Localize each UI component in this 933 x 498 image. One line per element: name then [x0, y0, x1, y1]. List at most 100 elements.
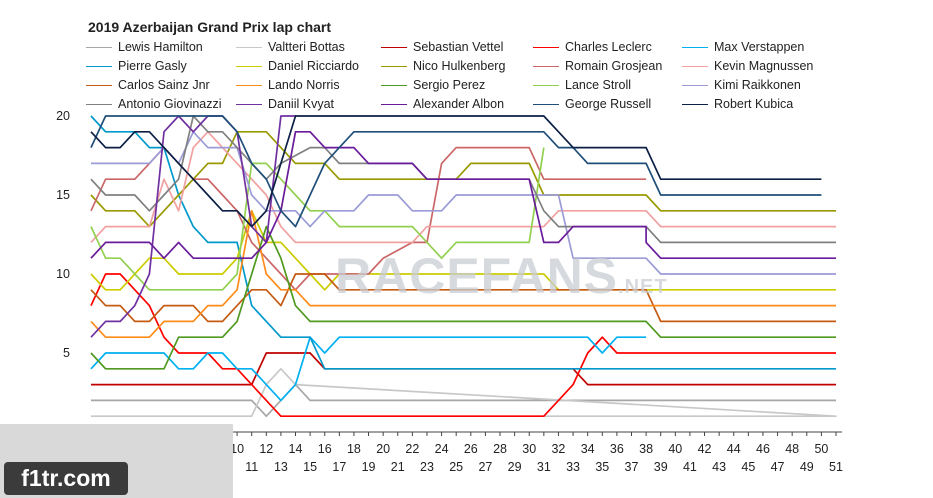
- x-tick-label: 15: [303, 460, 317, 474]
- legend-item: Lando Norris: [236, 76, 340, 94]
- legend-item: Lewis Hamilton: [86, 38, 203, 56]
- legend-item: Lance Stroll: [533, 76, 631, 94]
- x-tick-label: 33: [566, 460, 580, 474]
- legend-swatch: [381, 104, 407, 106]
- legend-swatch: [381, 47, 407, 49]
- x-tick-label: 10: [230, 442, 244, 456]
- legend-label: Romain Grosjean: [565, 59, 663, 73]
- legend-label: Daniel Ricciardo: [268, 59, 360, 73]
- legend-label: Max Verstappen: [714, 40, 805, 54]
- legend-item: George Russell: [533, 95, 651, 113]
- legend-item: Nico Hulkenberg: [381, 57, 505, 75]
- legend-label: Alexander Albon: [413, 97, 505, 111]
- legend-item: Sergio Perez: [381, 76, 485, 94]
- x-tick-label: 25: [449, 460, 463, 474]
- y-tick-label: 15: [56, 188, 70, 202]
- x-tick-label: 37: [625, 460, 639, 474]
- series-line-lando-norris: [90, 209, 836, 339]
- legend-swatch: [381, 66, 407, 68]
- x-tick-label: 12: [259, 442, 273, 456]
- legend-swatch: [533, 104, 559, 106]
- legend-item: Charles Leclerc: [533, 38, 652, 56]
- legend-item: Daniel Ricciardo: [236, 57, 359, 75]
- x-tick-label: 48: [785, 442, 799, 456]
- x-tick-label: 39: [654, 460, 668, 474]
- legend-item: Kimi Raikkonen: [682, 76, 801, 94]
- series-line-lance-stroll: [90, 147, 545, 291]
- legend-swatch: [533, 66, 559, 68]
- x-tick-label: 50: [814, 442, 828, 456]
- watermark-logo: RACEFANS.NET: [335, 247, 668, 305]
- x-tick-label: 28: [493, 442, 507, 456]
- x-tick-label: 49: [800, 460, 814, 474]
- x-tick-label: 41: [683, 460, 697, 474]
- x-tick-label: 17: [332, 460, 346, 474]
- x-tick-label: 30: [522, 442, 536, 456]
- x-tick-label: 45: [741, 460, 755, 474]
- series-line-daniil-kvyat: [90, 115, 296, 338]
- legend-swatch: [533, 85, 559, 87]
- series-line-george-russell: [90, 115, 822, 228]
- x-tick-label: 22: [405, 442, 419, 456]
- x-tick-label: 44: [727, 442, 741, 456]
- legend-swatch: [236, 85, 262, 87]
- x-tick-label: 21: [391, 460, 405, 474]
- series-line-charles-leclerc: [90, 273, 836, 418]
- legend-label: Daniil Kvyat: [268, 97, 334, 111]
- y-tick-label: 20: [56, 109, 70, 123]
- x-tick-label: 47: [771, 460, 785, 474]
- series-line-robert-kubica: [90, 115, 822, 228]
- legend-label: George Russell: [565, 97, 652, 111]
- y-tick-label: 5: [63, 346, 70, 360]
- legend-swatch: [86, 66, 112, 68]
- legend-label: Lewis Hamilton: [118, 40, 203, 54]
- legend-label: Robert Kubica: [714, 97, 794, 111]
- y-tick-label: 10: [56, 267, 70, 281]
- legend-swatch: [86, 85, 112, 87]
- x-tick-label: 18: [347, 442, 361, 456]
- x-tick-label: 19: [362, 460, 376, 474]
- legend-item: Max Verstappen: [682, 38, 804, 56]
- chart-title: 2019 Azerbaijan Grand Prix lap chart: [88, 19, 332, 35]
- x-tick-label: 24: [435, 442, 449, 456]
- legend-swatch: [236, 47, 262, 49]
- legend-label: Lance Stroll: [565, 78, 632, 92]
- legend-label: Sebastian Vettel: [413, 40, 504, 54]
- legend-item: Kevin Magnussen: [682, 57, 813, 75]
- x-tick-label: 11: [245, 460, 258, 474]
- legend-label: Antonio Giovinazzi: [118, 97, 222, 111]
- legend-label: Nico Hulkenberg: [413, 59, 506, 73]
- series-line-antonio-giovinazzi: [90, 115, 836, 244]
- legend-swatch: [86, 47, 112, 49]
- legend-item: Valtteri Bottas: [236, 38, 345, 56]
- x-tick-label: 38: [639, 442, 653, 456]
- legend-label: Kimi Raikkonen: [714, 78, 801, 92]
- legend-item: Robert Kubica: [682, 95, 793, 113]
- legend-swatch: [682, 47, 708, 49]
- x-tick-label: 29: [508, 460, 522, 474]
- legend-label: Charles Leclerc: [565, 40, 652, 54]
- x-tick-label: 51: [829, 460, 843, 474]
- legend-item: Antonio Giovinazzi: [86, 95, 222, 113]
- legend-label: Lando Norris: [268, 78, 340, 92]
- legend-item: Sebastian Vettel: [381, 38, 503, 56]
- legend-item: Pierre Gasly: [86, 57, 187, 75]
- legend-swatch: [86, 104, 112, 106]
- legend-swatch: [236, 66, 262, 68]
- legend-label: Carlos Sainz Jnr: [118, 78, 210, 92]
- legend-label: Valtteri Bottas: [268, 40, 345, 54]
- legend-swatch: [533, 47, 559, 49]
- series-line-valtteri-bottas: [91, 367, 837, 418]
- watermark-main: RACEFANS: [335, 248, 619, 304]
- x-tick-label: 43: [712, 460, 726, 474]
- legend-label: Kevin Magnussen: [714, 59, 814, 73]
- x-tick-label: 26: [464, 442, 478, 456]
- x-tick-label: 23: [420, 460, 434, 474]
- watermark-suffix: .NET: [618, 276, 668, 298]
- x-tick-label: 34: [581, 442, 595, 456]
- series-line-carlos-sainz-jnr: [90, 273, 836, 323]
- legend-label: Pierre Gasly: [118, 59, 187, 73]
- x-tick-label: 40: [668, 442, 682, 456]
- series-line-kimi-raikkonen: [91, 130, 836, 275]
